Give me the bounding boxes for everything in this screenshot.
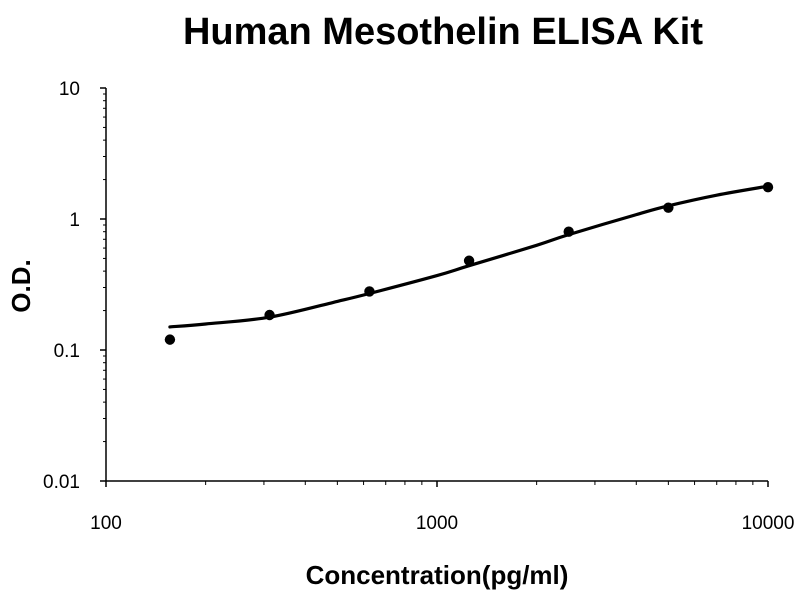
chart-title: Human Mesothelin ELISA Kit [183, 11, 703, 53]
y-tick-label: 0.01 [43, 472, 80, 493]
data-point [264, 309, 275, 321]
data-point [563, 226, 574, 237]
x-tick-label: 10000 [742, 513, 795, 534]
y-axis-title: O.D. [6, 259, 36, 312]
data-point [164, 334, 176, 345]
y-tick-label: 0.1 [54, 341, 80, 362]
data-point [663, 202, 674, 213]
data-point [364, 286, 375, 297]
x-axis-title: Concentration(pg/ml) [306, 560, 569, 590]
plot-area: 0.01 0.1 1 10 100 1000 10000 [43, 79, 794, 534]
x-tick-label: 100 [90, 513, 122, 534]
y-tick-label: 1 [69, 210, 80, 231]
x-tick-label: 1000 [416, 513, 458, 534]
y-tick-label: 10 [59, 79, 80, 100]
data-point [463, 255, 475, 266]
data-point [762, 181, 774, 193]
